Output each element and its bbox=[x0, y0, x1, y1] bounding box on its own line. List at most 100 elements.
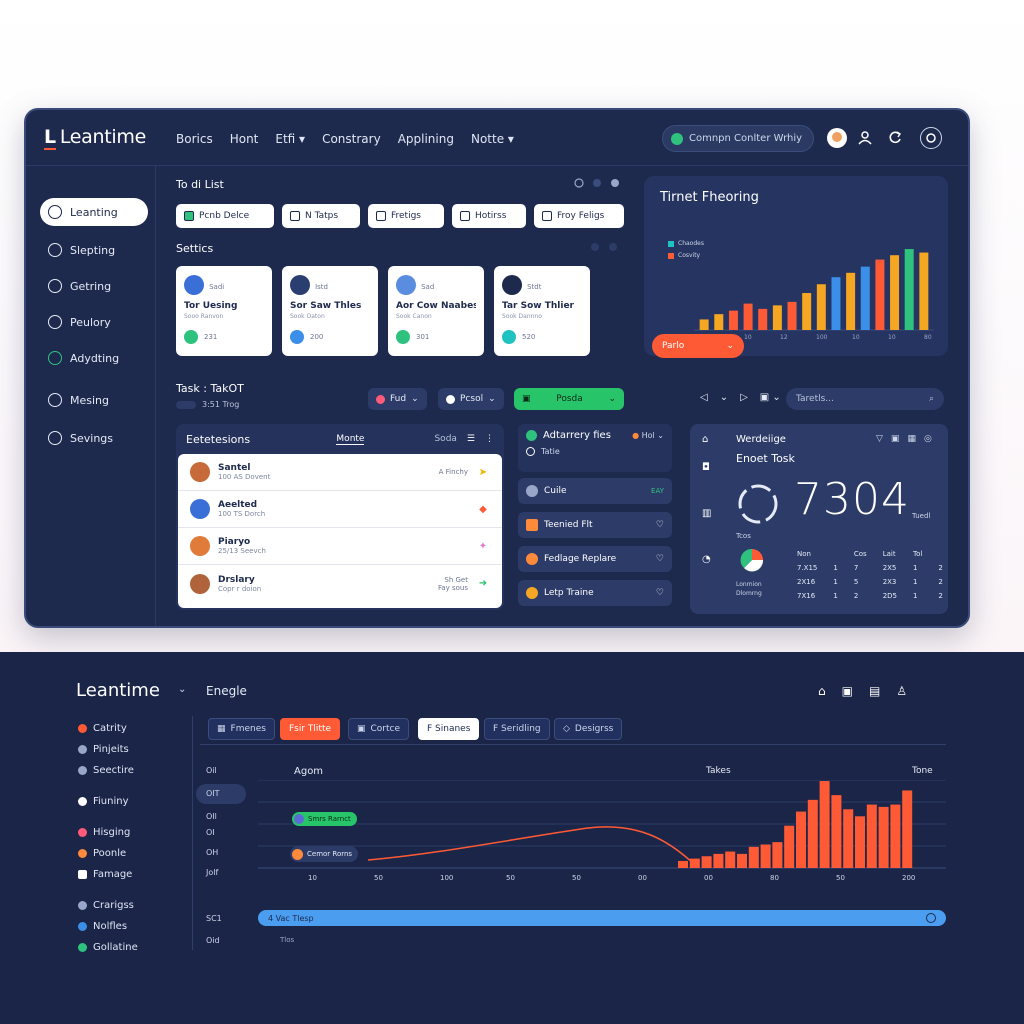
nav-item-notte[interactable]: Notte ▾ bbox=[470, 132, 514, 146]
circle-icon[interactable] bbox=[574, 178, 584, 188]
progress-bar[interactable]: 4 Vac Tlesp bbox=[258, 910, 946, 926]
sidebar-item-getring[interactable]: Getring bbox=[40, 272, 148, 300]
shield-icon[interactable]: ▽ bbox=[876, 434, 883, 444]
timeline-tag[interactable]: Cemor Rorns bbox=[290, 846, 359, 862]
todo-chip-1[interactable]: Pcnb Delce bbox=[176, 204, 274, 228]
tab-desigrss[interactable]: ◇ Desigrss bbox=[554, 718, 623, 740]
activity-item[interactable]: Teenied Flt ♡ bbox=[518, 512, 672, 538]
list-item[interactable]: Piaryo 25/13 Seevch ✦ bbox=[178, 528, 502, 565]
settics-card[interactable]: Sad Aor Cow Naabes Sook Canon 301 bbox=[388, 266, 484, 356]
tab-soda[interactable]: Soda bbox=[434, 434, 457, 444]
dropdown-fud[interactable]: Fud ⌄ bbox=[368, 388, 427, 410]
activity-item[interactable]: Cuile EAY bbox=[518, 478, 672, 504]
forward-icon[interactable]: ▷ bbox=[740, 392, 748, 403]
todo-chip-4[interactable]: Hotirss bbox=[452, 204, 526, 228]
sidebar-item-slepting[interactable]: Slepting bbox=[40, 236, 148, 264]
chat-icon[interactable]: ◘ bbox=[702, 462, 710, 473]
more-icon[interactable]: ⋮ bbox=[485, 434, 494, 444]
arrow-right-icon[interactable]: ➜ bbox=[478, 578, 488, 589]
home-icon[interactable]: ⌂ bbox=[818, 684, 826, 698]
task-search-input[interactable]: Taretls... ⌕ bbox=[786, 388, 944, 410]
sidebar-item[interactable]: Crarigss bbox=[78, 895, 138, 916]
tab-monte[interactable]: Monte bbox=[336, 433, 365, 445]
timeline-bar bbox=[713, 853, 724, 868]
circle-icon[interactable]: ◎ bbox=[923, 434, 932, 444]
todo-chip-2[interactable]: N Tatps bbox=[282, 204, 360, 228]
app-logo[interactable]: Leantime bbox=[76, 680, 160, 701]
list-item[interactable]: Aeelted 100 TS Dorch ◆ bbox=[178, 491, 502, 528]
refresh-icon[interactable] bbox=[884, 127, 906, 149]
grid-icon[interactable]: ▦ bbox=[907, 434, 916, 444]
sidebar-item[interactable]: Catrity bbox=[78, 718, 138, 739]
sidebar-item[interactable]: Poonle bbox=[78, 843, 138, 864]
user-icon[interactable]: ♙ bbox=[896, 684, 908, 698]
heart-icon[interactable]: ♡ bbox=[655, 588, 664, 598]
arrow-icon[interactable]: ➤ bbox=[478, 466, 488, 478]
user-avatar-icon[interactable] bbox=[826, 127, 848, 149]
chevron-down-icon[interactable]: ⌄ bbox=[719, 392, 729, 403]
filter-icon[interactable]: ☰ bbox=[466, 434, 475, 444]
list-item[interactable]: Drslary Copr r doion Sh Get Fay sous ➜ bbox=[178, 565, 502, 602]
sparkle-icon[interactable]: ✦ bbox=[478, 540, 488, 552]
todo-chip-5[interactable]: Froy Feligs bbox=[534, 204, 624, 228]
sidebar-item[interactable]: Famage bbox=[78, 864, 138, 885]
sidebar-item-mesing[interactable]: Mesing bbox=[40, 386, 148, 414]
activity-item[interactable]: Letp Traine ♡ bbox=[518, 580, 672, 606]
next-icon[interactable] bbox=[608, 242, 618, 252]
chevron-down-icon[interactable]: ⌄ bbox=[178, 684, 187, 695]
sidebar-item-peulory[interactable]: Peulory bbox=[40, 308, 148, 336]
book-icon[interactable]: ▥ bbox=[702, 508, 712, 519]
list-item[interactable]: Santel 100 AS Dovent A Finchy ➤ bbox=[178, 454, 502, 491]
settics-card[interactable]: Stdt Tar Sow Thlier Sook Dannno 520 bbox=[494, 266, 590, 356]
timer-icon[interactable]: ◔ bbox=[702, 554, 711, 565]
tab-fsir-tlitte[interactable]: Fsir Tlitte bbox=[280, 718, 341, 740]
chart-action-button[interactable]: Parlo ⌄ bbox=[652, 334, 744, 358]
notifications-icon[interactable] bbox=[920, 127, 942, 149]
sidebar-item[interactable]: Hisging bbox=[78, 822, 138, 843]
secondary-window: Leantime ⌄ Enegle ⌂ ▣ ▤ ♙ Catrity Pinjei… bbox=[0, 652, 1024, 1024]
layout-icon[interactable]: ▣ ⌄ bbox=[759, 392, 781, 403]
prev-icon[interactable] bbox=[590, 242, 600, 252]
nav-item-etfi[interactable]: Etfi ▾ bbox=[275, 132, 306, 146]
sidebar-item[interactable]: Pinjeits bbox=[78, 739, 138, 760]
settings-icon[interactable] bbox=[592, 178, 602, 188]
globe-icon[interactable] bbox=[610, 178, 620, 188]
home-icon[interactable]: ⌂ bbox=[702, 434, 709, 445]
nav-item-constrary[interactable]: Constrary bbox=[322, 132, 381, 146]
sidebar-item-sevings[interactable]: Sevings bbox=[40, 424, 148, 452]
row-label-active[interactable]: OIT bbox=[196, 784, 246, 804]
timeline-tag[interactable]: Smrs Rarnct bbox=[292, 812, 357, 826]
sidebar-item[interactable]: Nolfles bbox=[78, 916, 138, 937]
global-search-pill[interactable]: Comnpn Conlter Wrhiy bbox=[662, 125, 814, 152]
tab-f-sinanes[interactable]: F Sinanes bbox=[418, 718, 480, 740]
activity-item[interactable]: Fedlage Replare ♡ bbox=[518, 546, 672, 572]
circle-icon[interactable] bbox=[926, 913, 936, 923]
nav-item-applining[interactable]: Applining bbox=[397, 132, 454, 146]
tab-cortce[interactable]: ▣ Cortce bbox=[348, 718, 410, 740]
person-icon[interactable] bbox=[854, 127, 876, 149]
sidebar-item-adydting[interactable]: Adydting bbox=[40, 344, 148, 372]
tab-fmenes[interactable]: ▦ Fmenes bbox=[208, 718, 275, 740]
dropdown-posda[interactable]: ▣ Posda ⌄ bbox=[514, 388, 624, 410]
nav-item-borics[interactable]: Borics bbox=[176, 132, 213, 146]
settics-card[interactable]: Sadi Tor Uesing Sooo Ranvon 231 bbox=[176, 266, 272, 356]
app-logo[interactable]: L Leantime bbox=[44, 126, 146, 150]
heart-icon[interactable]: ♡ bbox=[655, 520, 664, 530]
back-icon[interactable]: ◁ bbox=[700, 392, 708, 403]
nav-item-hont[interactable]: Hont bbox=[229, 132, 259, 146]
sidebar-item[interactable]: Gollatine bbox=[78, 937, 138, 958]
image-icon[interactable]: ▣ bbox=[841, 684, 853, 698]
sidebar-item[interactable]: Seectire bbox=[78, 760, 138, 781]
tab-f-seridling[interactable]: F Seridling bbox=[484, 718, 550, 740]
image-icon[interactable]: ▣ bbox=[890, 434, 900, 444]
dropdown-pcsol[interactable]: Pcsol ⌄ bbox=[438, 388, 504, 410]
todo-chip-3[interactable]: Fretigs bbox=[368, 204, 444, 228]
sidebar-item-leanting[interactable]: Leanting bbox=[40, 198, 148, 226]
doc-icon[interactable]: ▤ bbox=[868, 684, 881, 698]
sidebar-item[interactable]: Fiuniny bbox=[78, 791, 138, 812]
diamond-icon[interactable]: ◆ bbox=[479, 503, 487, 515]
settics-card[interactable]: Istd Sor Saw Thles Sook Oaton 200 bbox=[282, 266, 378, 356]
heart-icon[interactable]: ♡ bbox=[655, 554, 664, 564]
toggle-icon[interactable] bbox=[176, 400, 196, 409]
activity-badge[interactable]: ● Hol ⌄ bbox=[632, 431, 664, 440]
